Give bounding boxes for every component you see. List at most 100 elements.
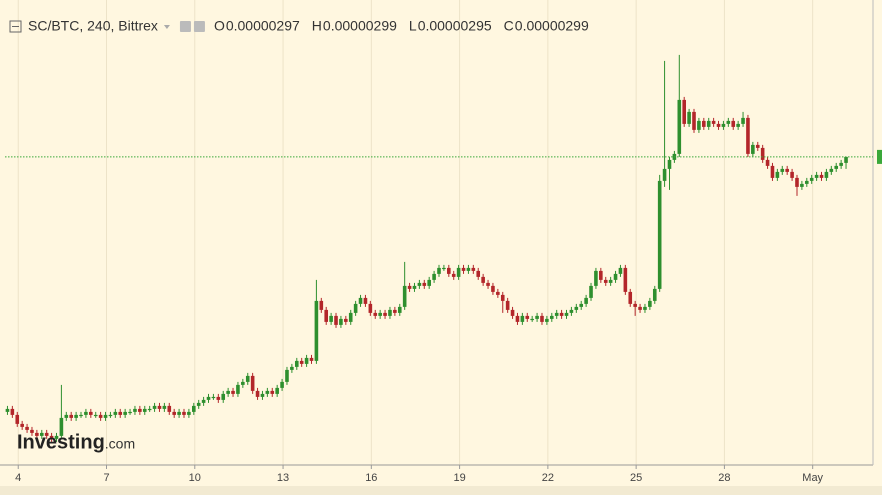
candle-body bbox=[682, 99, 686, 124]
candle-body bbox=[844, 156, 848, 163]
candle-body bbox=[545, 318, 549, 322]
footer-strip bbox=[0, 486, 882, 495]
candle-body bbox=[476, 270, 481, 277]
candle-body bbox=[589, 285, 593, 298]
candle-body bbox=[280, 381, 284, 388]
candle-body bbox=[608, 279, 613, 283]
candle-body bbox=[486, 282, 490, 286]
candle-body bbox=[648, 300, 652, 307]
candle-body bbox=[785, 168, 789, 172]
candle-body bbox=[118, 411, 123, 415]
candle-body bbox=[721, 123, 726, 127]
candle-body bbox=[133, 408, 137, 412]
candle-body bbox=[804, 180, 809, 184]
candle-body bbox=[397, 306, 402, 313]
candle-body bbox=[731, 120, 736, 127]
candle-body bbox=[128, 411, 132, 414]
candle-body bbox=[344, 318, 348, 322]
candle-body bbox=[412, 285, 417, 289]
candle-body bbox=[255, 390, 260, 397]
candle-body bbox=[275, 387, 279, 394]
candle-body bbox=[182, 411, 186, 415]
candle-body bbox=[402, 285, 407, 307]
candle-body bbox=[765, 159, 770, 166]
dropdown-caret[interactable] bbox=[163, 25, 170, 29]
candle-body bbox=[574, 306, 579, 310]
candle-body bbox=[692, 111, 696, 130]
candle-body bbox=[334, 315, 338, 325]
candle-body bbox=[167, 405, 172, 412]
candle-body bbox=[309, 357, 314, 361]
x-tick-label: 16 bbox=[365, 472, 377, 484]
candle-body bbox=[39, 432, 44, 436]
candle-body bbox=[245, 375, 250, 382]
candle-body bbox=[515, 315, 520, 322]
candle-body bbox=[535, 315, 539, 319]
candle-body bbox=[584, 297, 588, 304]
candle-body bbox=[834, 165, 839, 169]
candle-body bbox=[510, 309, 515, 316]
x-tick-label: 13 bbox=[277, 472, 289, 484]
candle-body bbox=[525, 315, 530, 319]
candle-body bbox=[152, 405, 157, 409]
candle-body bbox=[628, 291, 633, 304]
candle-body bbox=[706, 120, 711, 127]
candle-body bbox=[746, 117, 750, 154]
candle-body bbox=[780, 168, 785, 172]
candle-body bbox=[196, 402, 201, 406]
candle-body bbox=[162, 405, 167, 409]
candle-body bbox=[314, 300, 319, 361]
candle-body bbox=[667, 159, 672, 169]
settings-icon[interactable] bbox=[179, 21, 191, 32]
watermark: Investing .com bbox=[17, 431, 135, 453]
candles bbox=[5, 54, 848, 442]
watermark-suffix: .com bbox=[105, 436, 135, 452]
candle-body bbox=[69, 414, 74, 418]
candle-body bbox=[549, 315, 554, 319]
candle-body bbox=[192, 405, 196, 412]
candle-body bbox=[54, 435, 59, 439]
candle-body bbox=[437, 267, 441, 274]
candle-body bbox=[44, 432, 49, 436]
candle-body bbox=[599, 270, 603, 280]
candle-body bbox=[84, 411, 88, 415]
candle-body bbox=[451, 273, 456, 277]
x-tick-label: 25 bbox=[630, 472, 642, 484]
candle-body bbox=[231, 390, 235, 394]
candle-body bbox=[348, 312, 353, 322]
ohlc-label: C bbox=[504, 18, 514, 34]
ohlc-value: 0.00000297 bbox=[226, 18, 300, 34]
ohlc-value: 0.00000299 bbox=[515, 18, 589, 34]
candle-body bbox=[481, 276, 485, 283]
candle-body bbox=[471, 267, 476, 271]
candle-body bbox=[79, 414, 83, 417]
candle-body bbox=[226, 390, 230, 394]
candle-body bbox=[775, 171, 780, 178]
candle-body bbox=[702, 120, 706, 127]
candle-body bbox=[250, 375, 255, 391]
ohlc-value: 0.00000295 bbox=[418, 18, 492, 34]
candle-body bbox=[138, 408, 142, 412]
candle-body bbox=[790, 171, 794, 178]
eye-icon[interactable] bbox=[193, 21, 205, 32]
grid bbox=[17, 0, 814, 465]
candle-body bbox=[393, 309, 397, 313]
candle-body bbox=[373, 312, 378, 316]
candle-body bbox=[206, 396, 211, 400]
candle-body bbox=[157, 405, 162, 409]
candle-body bbox=[15, 414, 20, 424]
candle-body bbox=[241, 381, 245, 385]
candle-body bbox=[687, 111, 691, 124]
collapse-icon[interactable] bbox=[9, 20, 22, 33]
candle-body bbox=[755, 144, 760, 148]
candle-body bbox=[500, 294, 505, 301]
candle-body bbox=[618, 267, 623, 274]
candle-body bbox=[736, 123, 740, 127]
candle-body bbox=[716, 123, 721, 127]
candle-body bbox=[221, 393, 226, 400]
candle-body bbox=[466, 267, 471, 271]
candle-body bbox=[74, 414, 78, 418]
candle-body bbox=[652, 288, 657, 301]
candle-body bbox=[236, 384, 240, 394]
